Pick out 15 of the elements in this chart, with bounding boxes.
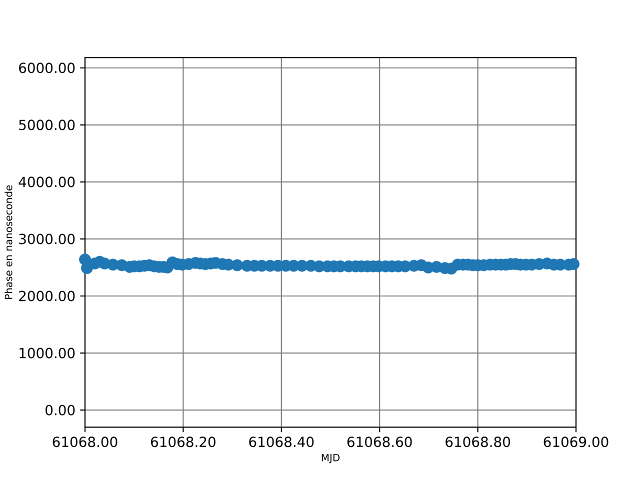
x-tick-label: 61068.40 [249,436,314,448]
y-tick-label: 2000.00 [19,290,75,302]
x-tick-label: 61068.80 [446,436,510,448]
y-tick-label: 6000.00 [19,62,75,74]
y-tick-label: 1000.00 [20,348,75,358]
y-tick-label: 5000.00 [19,120,75,130]
y-tick-label: 3000.00 [19,234,75,244]
x-axis-title: MJD [322,454,340,464]
y-axis-title: Phase en nanoseconde [4,185,12,299]
x-tick-label: 61068.20 [151,436,216,448]
y-tick-label: 0.00 [46,404,75,416]
y-tick-label: 4000.00 [18,176,75,188]
x-tick-label: 61068.60 [347,436,412,448]
x-tick-label: 61069.00 [544,436,608,448]
x-tick-label: 61068.00 [52,436,118,448]
